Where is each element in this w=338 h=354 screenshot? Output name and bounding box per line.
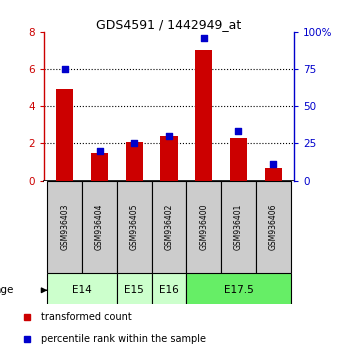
Bar <box>160 136 178 181</box>
Bar <box>56 90 73 181</box>
Text: GSM936406: GSM936406 <box>269 203 278 250</box>
Text: age: age <box>0 285 14 295</box>
Bar <box>117 181 152 273</box>
Text: E16: E16 <box>159 285 179 295</box>
Bar <box>47 181 82 273</box>
Bar <box>152 273 186 308</box>
Text: E14: E14 <box>72 285 92 295</box>
Text: GSM936401: GSM936401 <box>234 203 243 250</box>
Bar <box>82 181 117 273</box>
Bar <box>91 153 108 181</box>
Bar <box>152 181 186 273</box>
Bar <box>256 181 291 273</box>
Bar <box>186 181 221 273</box>
Text: E15: E15 <box>124 285 144 295</box>
Text: GSM936404: GSM936404 <box>95 203 104 250</box>
Point <box>270 161 276 167</box>
Text: GSM936402: GSM936402 <box>165 203 173 250</box>
Bar <box>47 273 117 308</box>
Bar <box>265 167 282 181</box>
Title: GDS4591 / 1442949_at: GDS4591 / 1442949_at <box>96 18 242 31</box>
Bar <box>117 273 152 308</box>
Text: transformed count: transformed count <box>41 312 131 322</box>
Bar <box>221 181 256 273</box>
Text: GSM936403: GSM936403 <box>60 203 69 250</box>
Text: E17.5: E17.5 <box>224 285 254 295</box>
Text: GSM936400: GSM936400 <box>199 203 208 250</box>
Text: percentile rank within the sample: percentile rank within the sample <box>41 334 206 344</box>
Point <box>131 141 137 146</box>
Point <box>236 129 241 134</box>
Point <box>97 148 102 154</box>
Point <box>166 133 172 139</box>
Text: GSM936405: GSM936405 <box>130 203 139 250</box>
Point <box>201 35 207 41</box>
Bar <box>186 273 291 308</box>
Bar <box>230 138 247 181</box>
Bar <box>195 50 212 181</box>
Point <box>62 66 68 72</box>
Bar <box>126 142 143 181</box>
